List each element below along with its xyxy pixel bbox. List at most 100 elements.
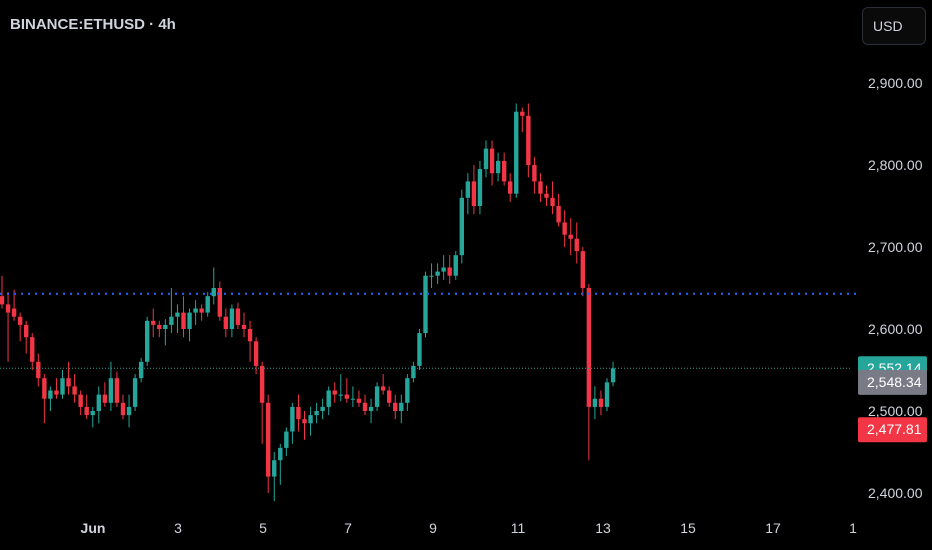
candle-body [374, 386, 380, 407]
candle [338, 374, 343, 402]
candle [54, 378, 59, 399]
candle-body [296, 406, 301, 420]
candle [399, 394, 404, 424]
candle [84, 394, 89, 420]
candle [0, 275, 5, 309]
candle-body [108, 378, 114, 403]
time-axis-label: 3 [174, 520, 182, 536]
candle-body [5, 304, 11, 313]
candle-body [380, 386, 386, 391]
candle-body [259, 365, 265, 403]
candle-body [459, 197, 464, 256]
candle [24, 320, 29, 354]
candle-body [429, 275, 434, 277]
candle-body [399, 402, 404, 411]
candle-body [526, 115, 531, 165]
candle [393, 394, 398, 420]
candle-body [102, 394, 108, 403]
candle [272, 452, 277, 502]
candle-body [199, 308, 204, 313]
candle-body [302, 419, 307, 424]
candle [556, 193, 561, 227]
candle [138, 357, 144, 383]
candle-body [308, 415, 313, 424]
candle-body [193, 308, 198, 313]
candle [550, 181, 555, 215]
candle-body [320, 406, 325, 411]
candle [429, 263, 434, 288]
candle-body [235, 308, 241, 325]
price-axis-label: 2,600.00 [868, 321, 923, 337]
candle-body [387, 390, 392, 403]
candle-body [598, 398, 604, 407]
candle-body [501, 160, 507, 182]
candle [60, 370, 65, 399]
candle [78, 390, 83, 416]
candle [90, 406, 95, 428]
candle-body [465, 181, 471, 198]
candle-body [562, 222, 567, 235]
candle [387, 386, 392, 407]
candle-body [96, 394, 101, 411]
candle [544, 185, 549, 206]
candle-body [253, 341, 259, 366]
time-axis-label: 17 [765, 520, 781, 536]
price-axis-label: 2,800.00 [868, 157, 923, 173]
candle [380, 374, 386, 395]
candle [114, 371, 120, 407]
currency-selector-button[interactable]: USD [862, 7, 926, 45]
candle-body [48, 390, 53, 399]
candle [308, 406, 313, 436]
candle [181, 296, 186, 338]
price-badge-label: 2,548.34 [867, 374, 922, 390]
candle [332, 382, 337, 403]
candle [471, 165, 477, 215]
candle-body [11, 308, 17, 317]
price-axis-label: 2,900.00 [868, 75, 923, 91]
price-badge-background [858, 417, 927, 443]
candle [314, 402, 319, 424]
candle-body [24, 324, 29, 338]
price-badge: 2,477.81 [858, 417, 927, 443]
candle [374, 382, 380, 411]
candle [17, 312, 23, 342]
candle-body [423, 275, 428, 334]
candle [108, 361, 114, 411]
candle-body [157, 324, 162, 329]
candle-body [356, 398, 362, 403]
candle-body [211, 288, 216, 297]
candle [151, 308, 156, 338]
candle-body [538, 181, 543, 194]
candle [163, 319, 168, 346]
candle [435, 263, 440, 284]
candle [417, 329, 422, 370]
candle [217, 281, 222, 321]
candle [296, 394, 301, 432]
candle [592, 386, 598, 420]
candle [320, 398, 325, 420]
candle-body [169, 316, 174, 325]
candle [66, 361, 71, 395]
candle-body [580, 251, 585, 288]
candle-body [30, 337, 35, 362]
candle-body [489, 148, 495, 174]
candle [441, 255, 446, 280]
candle-body [17, 316, 23, 325]
time-axis-label: 7 [344, 520, 352, 536]
candle-body [520, 111, 525, 116]
candle [253, 337, 259, 375]
candle-body [544, 193, 549, 198]
candle [514, 103, 519, 198]
candle-body [229, 308, 235, 329]
candle-body [42, 378, 47, 399]
candle-body [508, 181, 513, 194]
candle [453, 251, 458, 280]
candle-body [556, 206, 561, 223]
candle [604, 378, 610, 411]
candle [520, 107, 525, 133]
candle-body [477, 169, 483, 206]
candle-body [290, 406, 295, 432]
candle [459, 189, 464, 264]
candle [241, 312, 247, 338]
